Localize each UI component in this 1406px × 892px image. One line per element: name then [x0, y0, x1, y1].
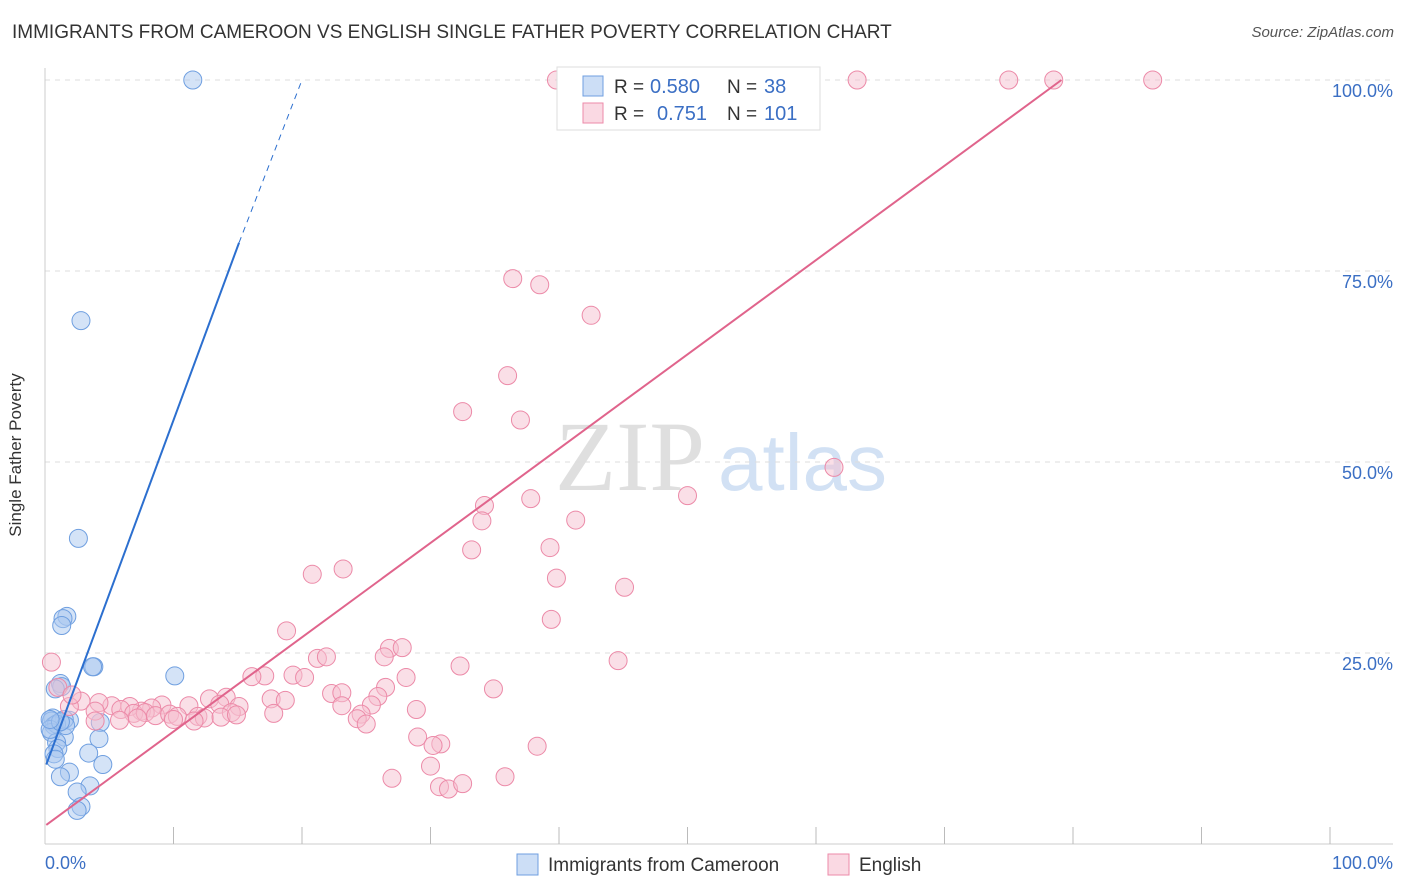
data-point	[453, 774, 473, 794]
stats-swatch	[582, 102, 604, 124]
data-point	[503, 269, 523, 289]
y-tick-label: 100.0%	[1332, 81, 1393, 101]
data-point	[530, 275, 550, 295]
data-point	[1143, 70, 1163, 90]
data-point	[510, 410, 530, 430]
series-blue	[40, 70, 203, 820]
data-point	[678, 486, 697, 506]
data-point	[93, 755, 113, 775]
stats-r-value: 0.751	[657, 103, 707, 125]
watermark-atlas: atlas	[718, 418, 887, 507]
data-point	[277, 621, 297, 641]
data-point	[1044, 70, 1064, 90]
data-point	[450, 656, 470, 676]
x-tick-label: 100.0%	[1332, 853, 1393, 873]
data-point	[71, 311, 91, 331]
data-point	[423, 735, 443, 755]
data-point	[68, 528, 88, 548]
data-point	[50, 767, 70, 787]
data-point	[184, 711, 204, 731]
stats-n-value: 101	[764, 103, 797, 125]
data-point	[83, 657, 103, 677]
data-point	[332, 696, 352, 716]
trend-line-dashed-blue	[238, 79, 303, 243]
data-point	[498, 366, 518, 386]
stats-swatch	[582, 75, 604, 97]
stats-r-value: 0.580	[650, 76, 700, 98]
data-point	[408, 727, 428, 747]
data-point	[79, 743, 99, 763]
data-point	[41, 652, 61, 672]
data-point	[540, 538, 560, 558]
legend-swatch-pink	[827, 853, 850, 876]
data-point	[382, 768, 402, 788]
y-tick-label: 50.0%	[1342, 463, 1393, 483]
data-point	[406, 700, 426, 720]
data-point	[527, 736, 547, 756]
data-point	[462, 540, 482, 560]
legend-swatch-blue	[516, 853, 539, 876]
stats-r-label: R =	[614, 104, 644, 125]
data-point	[264, 703, 284, 723]
data-point	[295, 667, 315, 687]
data-point	[110, 710, 130, 730]
data-point	[546, 568, 566, 588]
data-point	[164, 709, 183, 729]
stats-r-label: R =	[614, 77, 644, 98]
data-point	[356, 714, 376, 734]
data-point	[495, 767, 515, 787]
data-point	[581, 305, 601, 325]
data-point	[566, 510, 586, 530]
data-point	[183, 70, 203, 90]
data-point	[453, 402, 473, 422]
data-point	[275, 690, 295, 710]
data-point	[541, 609, 561, 629]
x-tick-label: 0.0%	[45, 853, 86, 873]
legend-label: English	[859, 855, 921, 876]
data-point	[40, 709, 60, 729]
data-point	[392, 638, 412, 658]
y-tick-label: 75.0%	[1342, 272, 1393, 292]
data-point	[608, 651, 628, 671]
data-point	[302, 564, 322, 584]
legend-label: Immigrants from Cameroon	[548, 855, 779, 876]
data-point	[374, 647, 394, 667]
stats-n-value: 38	[764, 76, 786, 98]
data-point	[165, 666, 185, 686]
data-point	[824, 457, 844, 477]
data-point	[316, 647, 336, 667]
data-point	[226, 705, 246, 725]
data-point	[483, 679, 503, 699]
chart-title: IMMIGRANTS FROM CAMEROON VS ENGLISH SING…	[12, 22, 892, 43]
data-point	[396, 667, 416, 687]
data-point	[128, 708, 148, 728]
y-tick-label: 25.0%	[1342, 654, 1393, 674]
source-label: Source: ZipAtlas.com	[1251, 24, 1394, 41]
data-point	[847, 70, 867, 90]
data-point	[615, 577, 635, 597]
data-point	[67, 800, 87, 820]
data-point	[242, 667, 262, 687]
trend-line-pink	[45, 79, 1063, 826]
data-point	[52, 615, 72, 635]
stats-n-label: N =	[727, 104, 757, 125]
data-point	[421, 756, 440, 776]
data-point	[521, 489, 541, 509]
stats-n-label: N =	[727, 77, 757, 98]
trend-line-blue	[45, 242, 240, 765]
data-point	[999, 70, 1019, 90]
data-point	[85, 711, 105, 731]
data-point	[333, 559, 353, 579]
data-point	[472, 511, 492, 531]
